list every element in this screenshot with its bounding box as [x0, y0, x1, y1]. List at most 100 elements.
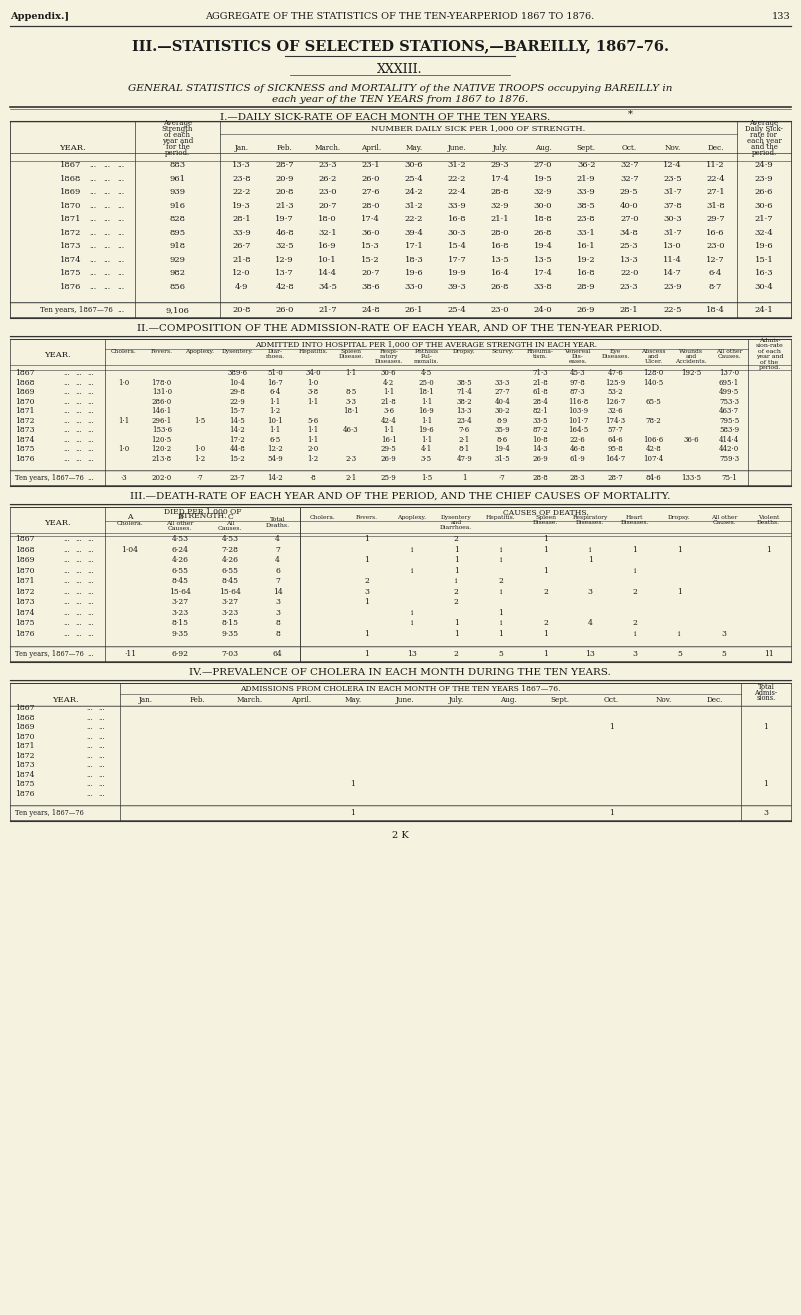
- Text: ...: ...: [75, 426, 83, 434]
- Text: 1873: 1873: [15, 761, 34, 769]
- Text: 15·3: 15·3: [361, 242, 380, 250]
- Text: 17·4: 17·4: [361, 214, 380, 224]
- Text: 16·4: 16·4: [491, 270, 509, 277]
- Text: 1876: 1876: [15, 630, 34, 638]
- Text: Appendix.]: Appendix.]: [10, 12, 69, 21]
- Text: Ten years, 1867—76: Ten years, 1867—76: [40, 306, 113, 314]
- Text: ...: ...: [75, 455, 83, 463]
- Text: 8·45: 8·45: [222, 577, 239, 585]
- Text: 11·2: 11·2: [706, 160, 725, 170]
- Text: ...: ...: [87, 455, 95, 463]
- Text: 1874: 1874: [15, 435, 34, 443]
- Text: ADMISSIONS FROM CHOLERA IN EACH MONTH OF THE TEN YEARS 1867—76.: ADMISSIONS FROM CHOLERA IN EACH MONTH OF…: [239, 685, 560, 693]
- Text: 6·55: 6·55: [222, 567, 239, 575]
- Text: i: i: [634, 567, 636, 575]
- Text: 64: 64: [272, 650, 283, 658]
- Text: 120·5: 120·5: [151, 435, 172, 443]
- Text: 1872: 1872: [15, 588, 34, 596]
- Text: 26·9: 26·9: [532, 455, 548, 463]
- Text: ...: ...: [87, 435, 95, 443]
- Text: 15·64: 15·64: [169, 588, 191, 596]
- Text: 6: 6: [275, 567, 280, 575]
- Text: 28·8: 28·8: [532, 473, 548, 483]
- Text: Causes.: Causes.: [717, 354, 741, 359]
- Text: 116·8: 116·8: [568, 397, 588, 405]
- Text: 1869: 1869: [15, 723, 34, 731]
- Text: Dec.: Dec.: [707, 696, 723, 704]
- Text: Spleen: Spleen: [340, 348, 361, 354]
- Text: Ten years, 1867—76: Ten years, 1867—76: [15, 650, 84, 658]
- Text: 795·5: 795·5: [719, 417, 739, 425]
- Text: i: i: [455, 577, 457, 585]
- Text: Causes.: Causes.: [218, 526, 242, 530]
- Text: 1·1: 1·1: [383, 426, 394, 434]
- Text: 1: 1: [610, 809, 614, 817]
- Text: 828: 828: [170, 214, 186, 224]
- Text: 164·7: 164·7: [606, 455, 626, 463]
- Text: ...: ...: [87, 771, 94, 778]
- Text: 153·6: 153·6: [151, 426, 171, 434]
- Text: 1·1: 1·1: [270, 397, 281, 405]
- Text: 1875: 1875: [15, 780, 34, 788]
- Text: 929: 929: [170, 255, 186, 263]
- Text: 21·8: 21·8: [380, 397, 396, 405]
- Text: Jan.: Jan.: [235, 145, 248, 153]
- Text: April.: April.: [360, 145, 380, 153]
- Text: period.: period.: [751, 149, 777, 156]
- Text: 31·7: 31·7: [663, 188, 682, 196]
- Text: 22·6: 22·6: [570, 435, 586, 443]
- Text: 33·8: 33·8: [533, 283, 553, 291]
- Text: 2: 2: [543, 619, 548, 627]
- Text: 14·3: 14·3: [532, 444, 548, 452]
- Text: 23·8: 23·8: [577, 214, 595, 224]
- Text: 17·7: 17·7: [448, 255, 466, 263]
- Text: 5: 5: [677, 650, 682, 658]
- Text: 1: 1: [763, 780, 768, 788]
- Text: each year of the TEN YEARS from 1867 to 1876.: each year of the TEN YEARS from 1867 to …: [272, 95, 528, 104]
- Text: Diseases.: Diseases.: [621, 519, 649, 525]
- Text: period.: period.: [165, 149, 190, 156]
- Text: 1: 1: [677, 546, 682, 554]
- Text: ...: ...: [75, 535, 83, 543]
- Text: 140·5: 140·5: [643, 379, 663, 387]
- Text: ...: ...: [87, 388, 95, 396]
- Text: ...: ...: [75, 417, 83, 425]
- Text: i: i: [589, 546, 591, 554]
- Text: 8·9: 8·9: [497, 417, 508, 425]
- Text: AGGREGATE OF THE STATISTICS OF THE TEN-YEARPERIOD 1867 TO 1876.: AGGREGATE OF THE STATISTICS OF THE TEN-Y…: [205, 12, 594, 21]
- Text: ...: ...: [63, 535, 70, 543]
- Text: 16·6: 16·6: [706, 229, 725, 237]
- Text: 95·8: 95·8: [608, 444, 623, 452]
- Text: 42·4: 42·4: [380, 417, 396, 425]
- Text: 1·1: 1·1: [270, 426, 281, 434]
- Text: Fevers.: Fevers.: [356, 514, 378, 519]
- Text: ...: ...: [63, 577, 70, 585]
- Text: 12·9: 12·9: [276, 255, 294, 263]
- Text: eases.: eases.: [569, 359, 587, 363]
- Text: 8·5: 8·5: [345, 388, 356, 396]
- Text: ...: ...: [87, 789, 94, 797]
- Text: ...: ...: [75, 408, 83, 416]
- Text: 2·1: 2·1: [459, 435, 470, 443]
- Text: Deaths.: Deaths.: [265, 522, 290, 527]
- Text: 23·3: 23·3: [620, 283, 638, 291]
- Text: ...: ...: [75, 370, 83, 377]
- Text: 19·6: 19·6: [405, 270, 423, 277]
- Text: STRENGTH.: STRENGTH.: [179, 512, 227, 519]
- Text: 3: 3: [632, 650, 638, 658]
- Text: 1·5: 1·5: [421, 473, 432, 483]
- Text: 1: 1: [767, 546, 771, 554]
- Text: 54·9: 54·9: [268, 455, 283, 463]
- Text: ...: ...: [90, 214, 97, 224]
- Text: 1: 1: [543, 535, 548, 543]
- Text: 28·7: 28·7: [608, 473, 623, 483]
- Text: ...: ...: [90, 229, 97, 237]
- Text: 26·2: 26·2: [319, 175, 337, 183]
- Text: Causes.: Causes.: [712, 519, 736, 525]
- Text: 30·6: 30·6: [755, 201, 773, 209]
- Text: 29·5: 29·5: [380, 444, 396, 452]
- Text: ...: ...: [103, 229, 111, 237]
- Text: Aug.: Aug.: [535, 145, 552, 153]
- Text: 5: 5: [498, 650, 503, 658]
- Text: 23·8: 23·8: [232, 175, 251, 183]
